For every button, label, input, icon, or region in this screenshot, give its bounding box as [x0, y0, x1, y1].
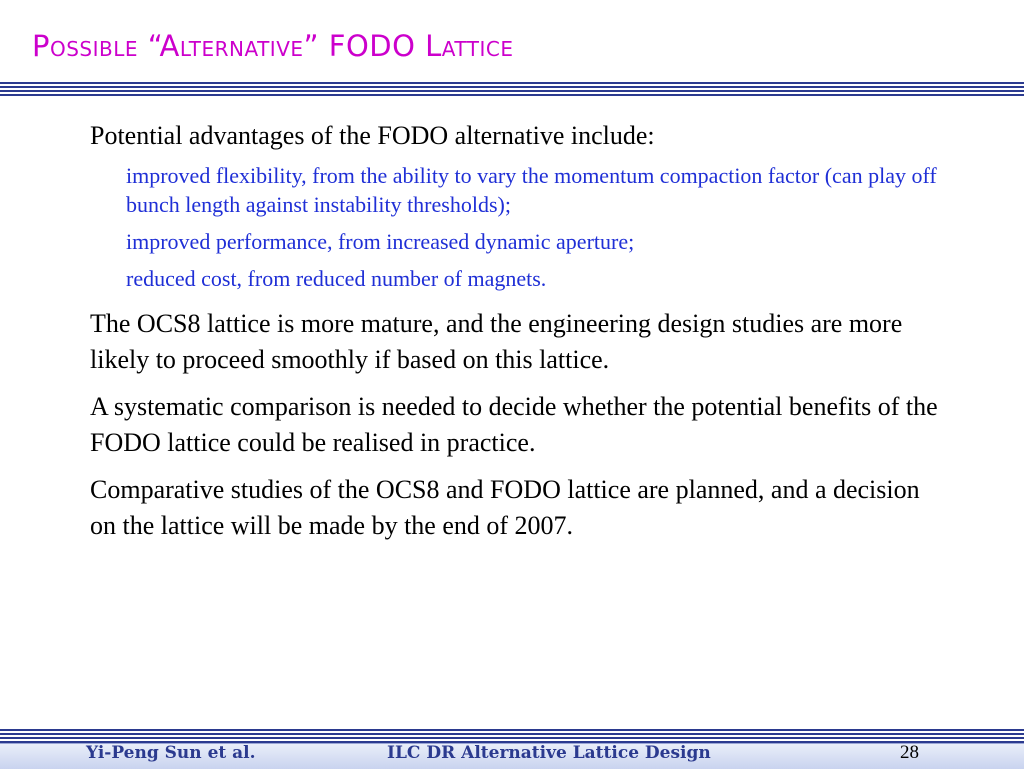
footer-presentation-title: ILC DR Alternative Lattice Design: [387, 743, 711, 763]
page-number: 28: [900, 742, 919, 763]
title-divider: [0, 82, 1024, 96]
sub-bullet-cost: reduced cost, from reduced number of mag…: [126, 266, 547, 291]
slide-title: Possible “Alternative” FODO Lattice: [32, 29, 514, 63]
footer-author: Yi-Peng Sun et al.: [86, 743, 256, 763]
sub-bullet-performance: improved performance, from increased dyn…: [126, 229, 635, 254]
slide-content: Potential advantages of the FODO alterna…: [90, 118, 950, 555]
bullet-advantages: Potential advantages of the FODO alterna…: [90, 121, 655, 150]
bullet-comparative-studies: Comparative studies of the OCS8 and FODO…: [90, 475, 920, 540]
sub-bullet-flexibility: improved flexibility, from the ability t…: [126, 163, 937, 217]
bullet-ocs8-maturity: The OCS8 lattice is more mature, and the…: [90, 309, 903, 374]
bullet-systematic-comparison: A systematic comparison is needed to dec…: [90, 392, 938, 457]
footer-bar: [0, 743, 1024, 769]
footer-divider: [0, 729, 1024, 743]
sub-bullet-list: improved flexibility, from the ability t…: [126, 161, 950, 293]
